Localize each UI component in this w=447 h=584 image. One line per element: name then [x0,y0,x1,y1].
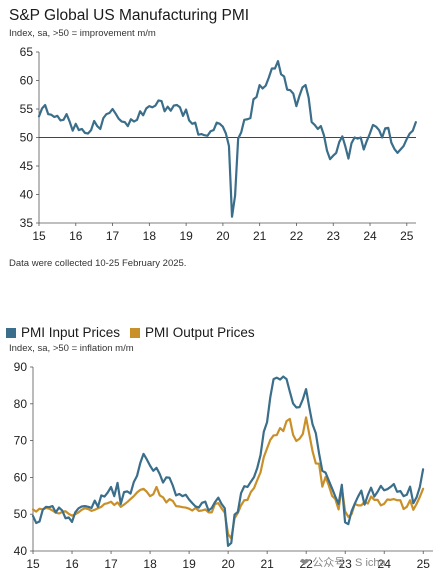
chart-2-subtitle: Index, sa, >50 = inflation m/m [9,343,134,354]
x-tick-label: 23 [339,557,353,571]
x-tick-label: 20 [216,229,230,243]
x-tick-label: 24 [378,557,392,571]
x-tick-label: 16 [69,229,83,243]
y-tick-label: 50 [14,507,28,521]
legend-label-output-prices: PMI Output Prices [145,325,255,340]
legend-swatch-output-prices [130,327,141,338]
y-tick-label: 50 [20,131,34,145]
y-tick-label: 35 [20,216,34,230]
y-tick-label: 80 [14,397,28,411]
chart-2-legend: PMI Input Prices PMI Output Prices [6,325,265,340]
x-tick-label: 15 [26,557,40,571]
data-collection-note: Data were collected 10-25 February 2025. [9,258,187,269]
watermark: ❤ 公众号 · S icha [300,557,386,569]
x-tick-label: 15 [32,229,46,243]
x-tick-label: 24 [363,229,377,243]
legend-swatch-input-prices [6,327,16,338]
y-tick-label: 60 [14,470,28,484]
x-tick-label: 19 [179,229,193,243]
x-tick-label: 17 [106,229,120,243]
x-tick-label: 17 [104,557,118,571]
y-tick-label: 45 [20,159,34,173]
x-tick-label: 23 [327,229,341,243]
x-tick-label: 25 [417,557,431,571]
y-tick-label: 55 [20,102,34,116]
y-tick-label: 65 [20,45,34,59]
x-tick-label: 20 [221,557,235,571]
y-tick-label: 70 [14,434,28,448]
series-line-pmi-input-prices [31,375,425,547]
chart-1-title: S&P Global US Manufacturing PMI [9,7,250,24]
y-tick-label: 90 [14,360,28,374]
x-tick-label: 22 [290,229,304,243]
x-tick-label: 16 [65,557,79,571]
legend-item-output-prices: PMI Output Prices [130,325,255,340]
series-line-pmi [37,60,417,218]
y-tick-label: 40 [14,544,28,558]
x-tick-label: 21 [260,557,274,571]
series-line-pmi-output-prices [31,416,425,540]
x-tick-label: 18 [143,229,157,243]
legend-item-input-prices: PMI Input Prices [6,325,120,340]
chart-1-subtitle: Index, sa, >50 = improvement m/m [9,28,156,39]
x-tick-label: 25 [400,229,414,243]
y-tick-label: 60 [20,74,34,88]
x-tick-label: 21 [253,229,267,243]
x-tick-label: 18 [143,557,157,571]
x-tick-label: 19 [182,557,196,571]
x-tick-label: 22 [299,557,313,571]
legend-label-input-prices: PMI Input Prices [21,325,121,340]
y-tick-label: 40 [20,188,34,202]
